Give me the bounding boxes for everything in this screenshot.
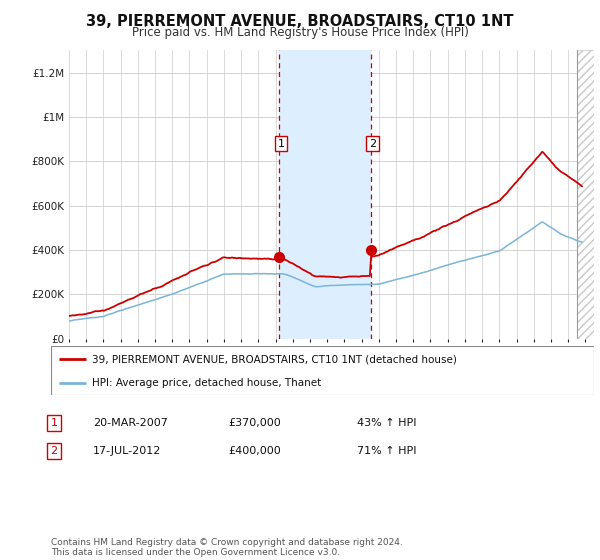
Text: Price paid vs. HM Land Registry's House Price Index (HPI): Price paid vs. HM Land Registry's House …: [131, 26, 469, 39]
Bar: [280, 50, 371, 339]
Text: 39, PIERREMONT AVENUE, BROADSTAIRS, CT10 1NT: 39, PIERREMONT AVENUE, BROADSTAIRS, CT10…: [86, 14, 514, 29]
Text: £400,000: £400,000: [228, 446, 281, 456]
Text: 71% ↑ HPI: 71% ↑ HPI: [357, 446, 416, 456]
Text: 17-JUL-2012: 17-JUL-2012: [93, 446, 161, 456]
Bar: [577, 50, 594, 339]
Text: 43% ↑ HPI: 43% ↑ HPI: [357, 418, 416, 428]
Text: 39, PIERREMONT AVENUE, BROADSTAIRS, CT10 1NT (detached house): 39, PIERREMONT AVENUE, BROADSTAIRS, CT10…: [92, 354, 457, 365]
Text: 20-MAR-2007: 20-MAR-2007: [93, 418, 168, 428]
Text: 2: 2: [50, 446, 58, 456]
Text: 2: 2: [369, 138, 376, 148]
Text: 1: 1: [278, 138, 284, 148]
Text: Contains HM Land Registry data © Crown copyright and database right 2024.
This d: Contains HM Land Registry data © Crown c…: [51, 538, 403, 557]
Text: £370,000: £370,000: [228, 418, 281, 428]
Text: HPI: Average price, detached house, Thanet: HPI: Average price, detached house, Than…: [92, 378, 321, 388]
Text: 1: 1: [50, 418, 58, 428]
